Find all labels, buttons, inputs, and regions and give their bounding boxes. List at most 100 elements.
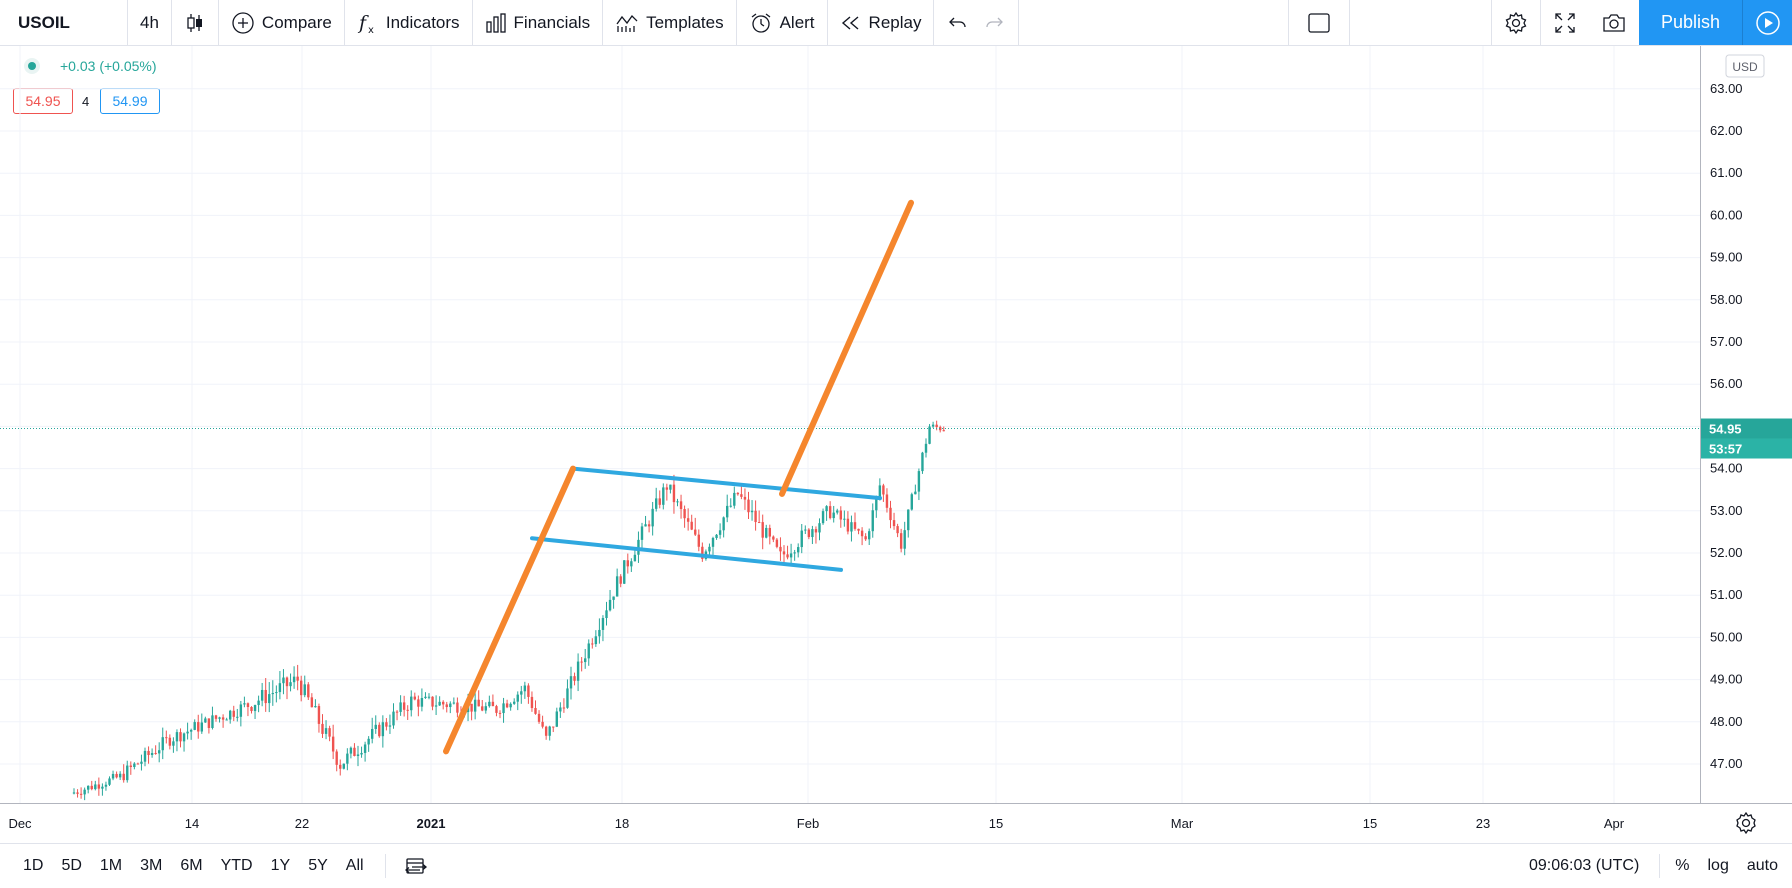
timezone-clock[interactable]: 09:06:03 (UTC)	[1529, 857, 1640, 874]
candle-body	[353, 747, 356, 757]
range-1m-button[interactable]: 1M	[99, 857, 123, 874]
candle-body	[889, 507, 892, 521]
candle-body	[481, 706, 484, 711]
candle-body	[729, 505, 732, 507]
range-1d-button[interactable]: 1D	[23, 857, 44, 874]
candle-body	[612, 596, 615, 600]
trendline-flag-upper[interactable]	[571, 466, 882, 501]
fullscreen-button[interactable]	[1541, 0, 1589, 45]
candle-body	[168, 737, 172, 746]
publish-button[interactable]: Publish	[1638, 0, 1742, 45]
redo-icon	[986, 17, 1004, 27]
candle-body	[488, 701, 491, 707]
candle-body	[836, 510, 839, 513]
price-tick-label: 60.00	[1710, 207, 1743, 222]
candle-body	[367, 738, 370, 745]
candle-body	[864, 536, 867, 540]
candle-body	[623, 560, 626, 584]
redo-button[interactable]	[976, 0, 1020, 45]
candle-body	[413, 696, 416, 700]
percent-scale-toggle[interactable]: %	[1675, 857, 1690, 874]
candle-body	[268, 694, 271, 704]
candle-body	[129, 765, 132, 768]
candle-body	[825, 506, 828, 512]
candle-body	[541, 721, 544, 727]
replay-button[interactable]: Replay	[828, 0, 935, 45]
legend-change-value: +0.03 (+0.05%)	[60, 58, 157, 74]
candle-body	[821, 511, 825, 524]
currency-badge[interactable]	[1725, 54, 1765, 78]
candle-body	[360, 752, 363, 755]
price-tick-label: 49.00	[1710, 672, 1743, 687]
candle-body	[789, 553, 793, 558]
svg-text:54.95: 54.95	[1709, 422, 1742, 437]
bar-chart-icon	[485, 12, 506, 33]
candle-body	[285, 677, 289, 687]
settings-button[interactable]	[1490, 0, 1541, 45]
candle-body	[722, 517, 725, 531]
trendline-pole[interactable]	[443, 465, 576, 755]
time-scale-settings-button[interactable]	[1736, 811, 1756, 835]
snapshot-button[interactable]	[1589, 0, 1639, 45]
candle-body	[179, 732, 182, 742]
svg-text:x: x	[368, 25, 374, 35]
candle-body	[633, 554, 637, 562]
price-tick-label: 63.00	[1710, 81, 1743, 96]
candle-body	[275, 692, 278, 694]
candle-body	[899, 533, 903, 549]
trendline-target-projection[interactable]	[779, 199, 914, 497]
price-scale[interactable]: 47.00 48.00 49.00 50.00 51.00 52.00 53.00 54.00…	[1710, 81, 1743, 771]
layout-button[interactable]	[1289, 0, 1351, 45]
gear-icon	[1505, 11, 1527, 34]
range-all-button[interactable]: All	[345, 857, 364, 874]
candle-body	[868, 531, 871, 540]
price-tick-label: 51.00	[1710, 587, 1743, 602]
range-ytd-button[interactable]: YTD	[220, 857, 253, 874]
candle-body	[165, 737, 168, 739]
go-to-date-button[interactable]	[398, 855, 434, 877]
candle-body	[576, 661, 580, 681]
compare-button[interactable]: Compare	[219, 0, 345, 45]
bottom-toolbar: 1D 5D 1M 3M 6M YTD 1Y 5Y All 09:06:03 (U…	[0, 843, 1792, 888]
financials-button[interactable]: Financials	[473, 0, 604, 45]
interval-button[interactable]: 4h	[128, 0, 172, 45]
candle-body	[502, 703, 505, 714]
publish-play-button[interactable]	[1742, 0, 1792, 45]
candle-body	[644, 524, 647, 527]
trendline-flag-lower[interactable]	[530, 536, 843, 572]
price-tick-label: 61.00	[1710, 165, 1743, 180]
candle-body	[410, 696, 413, 711]
chart-style-button[interactable]	[172, 0, 219, 45]
price-chart[interactable]: 47.00 48.00 49.00 50.00 51.00 52.00 53.00 54.00…	[0, 46, 1792, 843]
candle-body	[424, 696, 427, 699]
range-1y-button[interactable]: 1Y	[270, 857, 291, 874]
range-6m-button[interactable]: 6M	[180, 857, 203, 874]
templates-button[interactable]: Templates	[603, 0, 737, 45]
candle-body	[708, 546, 711, 552]
range-5y-button[interactable]: 5Y	[308, 857, 328, 874]
candle-body	[76, 792, 79, 794]
drawings[interactable]	[443, 199, 914, 755]
symbol-search-button[interactable]: USOIL	[0, 0, 128, 45]
replay-label: Replay	[868, 12, 922, 32]
range-3m-button[interactable]: 3M	[140, 857, 163, 874]
alert-button[interactable]: Alert	[737, 0, 828, 45]
candle-body	[797, 547, 800, 553]
candle-body	[452, 702, 456, 704]
candle-body	[321, 723, 324, 734]
undo-button[interactable]	[934, 0, 976, 45]
log-scale-toggle[interactable]: log	[1707, 857, 1729, 874]
candle-body	[843, 518, 846, 520]
range-5d-button[interactable]: 5D	[61, 857, 82, 874]
candle-body	[115, 773, 118, 778]
candle-body	[679, 501, 683, 510]
auto-scale-toggle[interactable]: auto	[1746, 857, 1778, 874]
candle-body	[346, 753, 349, 764]
candle-body	[509, 703, 512, 708]
candle-body	[857, 528, 860, 531]
candle-body	[260, 689, 264, 701]
candle-body	[640, 526, 644, 540]
candle-body	[388, 725, 392, 727]
time-scale[interactable]: Dec 14 22 2021 18 Feb 15 Mar 15 23 Apr	[8, 816, 1624, 831]
